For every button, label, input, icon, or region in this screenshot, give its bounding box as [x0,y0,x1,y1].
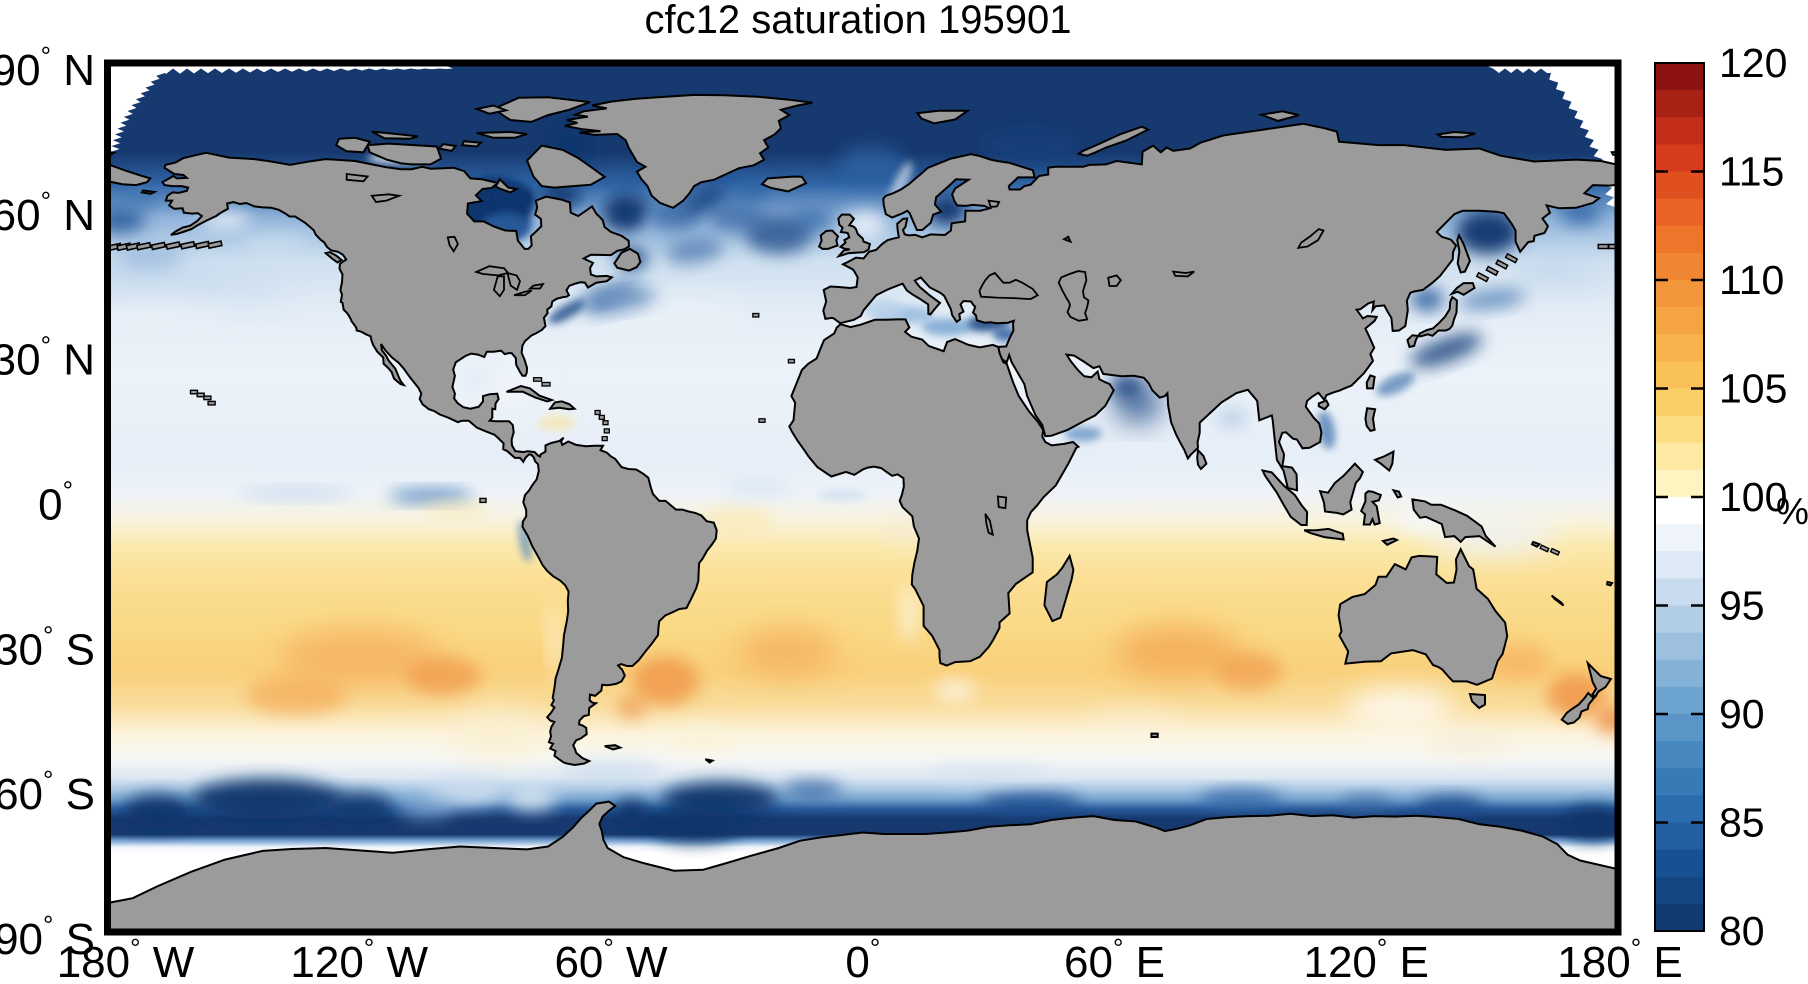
svg-text:115: 115 [1719,149,1784,195]
svg-text:120° W: 120° W [290,933,428,984]
svg-text:60° W: 60° W [554,933,668,984]
svg-text:85: 85 [1719,800,1765,846]
svg-text:95: 95 [1719,583,1765,629]
svg-text:%: % [1776,491,1808,532]
svg-text:100: 100 [1719,474,1787,520]
svg-text:90: 90 [1719,691,1765,737]
svg-text:90° S: 90° S [0,910,95,964]
svg-text:120° E: 120° E [1303,933,1428,984]
svg-text:180° W: 180° W [57,933,195,984]
svg-text:180° E: 180° E [1557,933,1682,984]
svg-text:105: 105 [1719,366,1787,412]
svg-text:120: 120 [1719,40,1787,86]
svg-text:cfc12 saturation 195901: cfc12 saturation 195901 [645,0,1072,42]
svg-text:80: 80 [1719,908,1765,954]
svg-text:110: 110 [1719,257,1784,303]
